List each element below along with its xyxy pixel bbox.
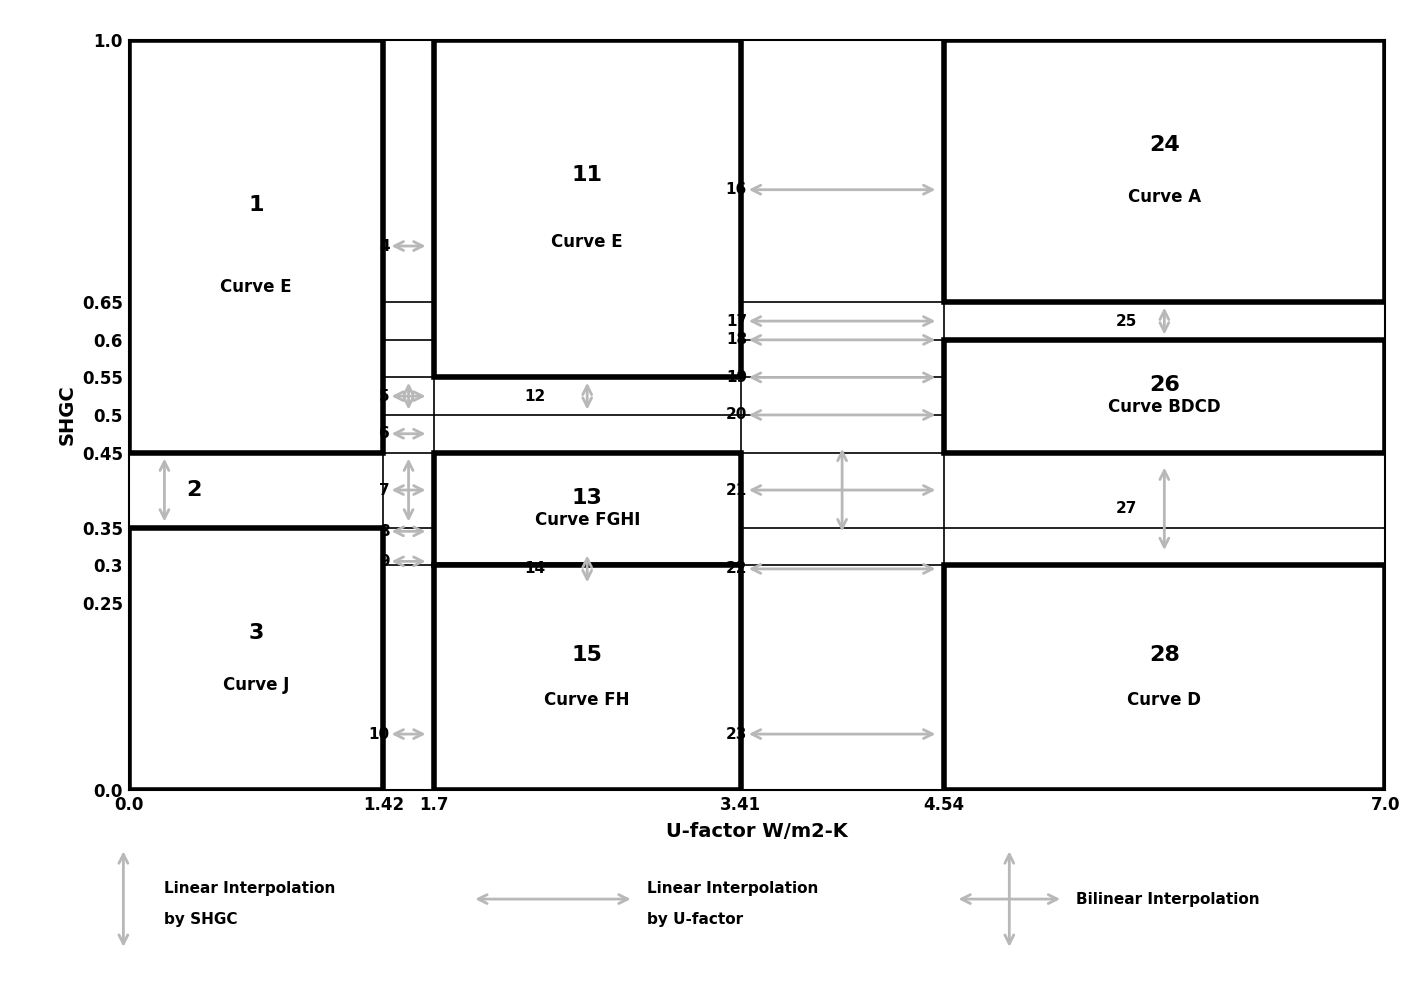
Bar <box>944 40 1385 302</box>
Text: Linear Interpolation: Linear Interpolation <box>647 880 818 895</box>
Bar <box>944 565 1385 790</box>
Text: 26: 26 <box>1150 374 1180 395</box>
Text: 23: 23 <box>725 726 747 742</box>
Text: 27: 27 <box>1117 501 1138 517</box>
Bar <box>434 40 741 377</box>
Text: 1: 1 <box>248 195 264 214</box>
Text: 8: 8 <box>378 524 390 538</box>
Text: 3: 3 <box>248 622 264 643</box>
Text: by U-factor: by U-factor <box>647 912 743 927</box>
Text: 11: 11 <box>571 165 603 185</box>
Text: Curve D: Curve D <box>1127 692 1201 709</box>
Bar <box>434 565 741 790</box>
Text: 24: 24 <box>1150 134 1180 155</box>
Bar <box>129 40 384 453</box>
Bar <box>434 453 741 565</box>
Text: 5: 5 <box>378 388 390 404</box>
Text: Bilinear Interpolation: Bilinear Interpolation <box>1077 891 1259 907</box>
Text: 18: 18 <box>725 332 747 348</box>
Text: 22: 22 <box>725 561 747 576</box>
Text: 21: 21 <box>725 482 747 498</box>
Bar <box>944 340 1385 453</box>
Text: 16: 16 <box>725 182 747 198</box>
Text: 6: 6 <box>378 426 390 442</box>
Text: 7: 7 <box>378 482 390 498</box>
Text: Curve FH: Curve FH <box>544 692 630 709</box>
Text: 13: 13 <box>571 487 603 508</box>
Text: Linear Interpolation: Linear Interpolation <box>164 880 336 895</box>
Text: 28: 28 <box>1150 645 1180 665</box>
Text: 2: 2 <box>186 480 201 500</box>
Text: 10: 10 <box>368 726 390 742</box>
Text: by SHGC: by SHGC <box>164 912 237 927</box>
Text: Curve E: Curve E <box>551 233 623 251</box>
Text: 14: 14 <box>524 561 545 576</box>
Text: Curve J: Curve J <box>223 676 288 695</box>
Text: 15: 15 <box>571 645 603 665</box>
Text: Curve E: Curve E <box>220 279 291 296</box>
Text: 12: 12 <box>524 388 545 404</box>
Text: 17: 17 <box>725 313 747 329</box>
Text: 9: 9 <box>378 554 390 569</box>
Text: Curve BDCD: Curve BDCD <box>1108 398 1221 417</box>
Text: 25: 25 <box>1117 313 1138 329</box>
Y-axis label: SHGC: SHGC <box>57 384 77 446</box>
Text: 20: 20 <box>725 407 747 423</box>
Text: Curve A: Curve A <box>1128 188 1201 206</box>
Text: Curve FGHI: Curve FGHI <box>534 511 640 530</box>
Text: 19: 19 <box>725 370 747 385</box>
Bar <box>129 528 384 790</box>
X-axis label: U-factor W/m2-K: U-factor W/m2-K <box>665 822 848 842</box>
Text: 4: 4 <box>378 238 390 254</box>
